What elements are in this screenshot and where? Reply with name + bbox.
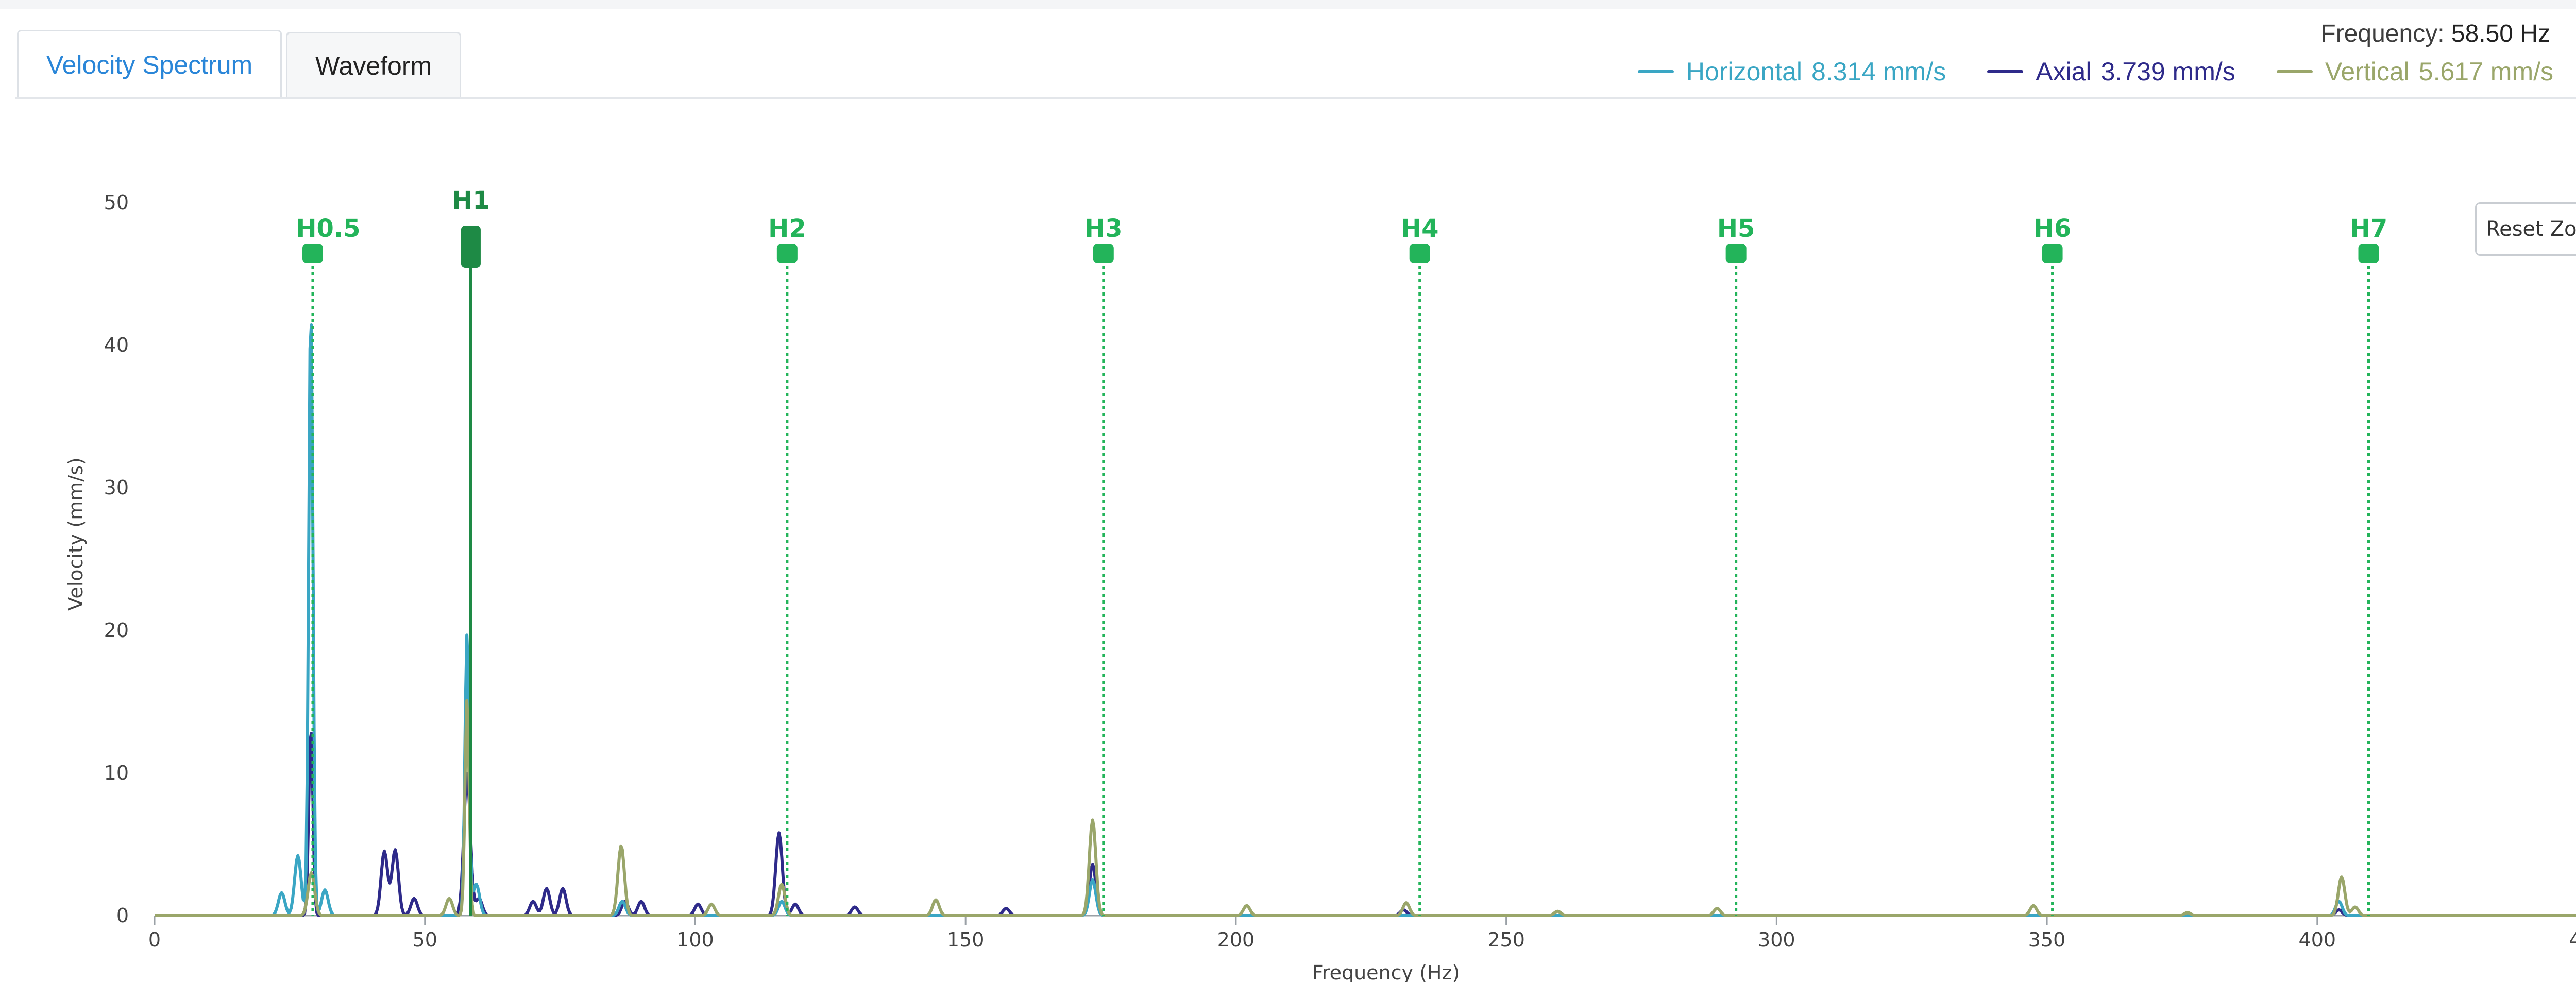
- harmonic-marker-h4[interactable]: H4: [1401, 214, 1439, 916]
- legend-series-name: Horizontal: [1686, 57, 1802, 86]
- harmonic-label: H1: [452, 186, 490, 215]
- legend-swatch: [2276, 70, 2313, 73]
- frequency-value: 58.50 Hz: [2451, 20, 2550, 47]
- y-tick-label: 30: [104, 476, 129, 499]
- legend-item-axial[interactable]: Axial 3.739 mm/s: [1987, 57, 2235, 87]
- legend-series-value: 8.314 mm/s: [1811, 57, 1946, 86]
- harmonic-label: H3: [1084, 214, 1123, 243]
- harmonic-marker-h1[interactable]: H1: [452, 186, 490, 916]
- y-tick-label: 40: [104, 334, 129, 356]
- x-tick-label: 200: [1217, 928, 1255, 951]
- x-tick-label: 400: [2299, 928, 2336, 951]
- y-tick-label: 20: [104, 619, 129, 642]
- x-tick-label: 300: [1758, 928, 1795, 951]
- tab-bar: Velocity Spectrum Waveform: [17, 30, 465, 98]
- harmonic-handle: [302, 244, 323, 263]
- harmonic-marker-h3[interactable]: H3: [1084, 214, 1123, 916]
- harmonic-label: H4: [1401, 214, 1439, 243]
- legend-swatch: [1987, 70, 2024, 73]
- tab-divider: [15, 97, 2576, 99]
- series-layer: [154, 323, 2576, 917]
- harmonic-handle: [1409, 244, 1430, 263]
- y-axis-label: Velocity (mm/s): [64, 457, 87, 610]
- legend-item-vertical[interactable]: Vertical 5.617 mm/s: [2276, 57, 2553, 87]
- y-tick-label: 10: [104, 762, 129, 784]
- chart-axes: 0 50 100 150 200 250 300 350 400 450 0 10 20 30 40 50: [104, 191, 2576, 951]
- tab-waveform[interactable]: Waveform: [286, 32, 462, 98]
- harmonic-markers: H0.5 H1 H2 H3 H4 H5 H6 H7: [296, 186, 2387, 916]
- legend-series-name: Vertical: [2325, 57, 2410, 86]
- harmonic-label: H5: [1717, 214, 1755, 243]
- harmonic-handle: [1725, 244, 1747, 263]
- x-axis-label: Frequency (Hz): [1312, 961, 1460, 982]
- chart-panel: [0, 9, 2576, 982]
- harmonic-label: H2: [768, 214, 806, 243]
- legend-series-value: 5.617 mm/s: [2418, 57, 2553, 86]
- legend-series-name: Axial: [2036, 57, 2092, 86]
- series-vertical-line: [154, 699, 2576, 917]
- frequency-readout: Frequency: 58.50 Hz: [2320, 20, 2550, 48]
- y-tick-label: 0: [116, 904, 129, 927]
- series-axial-line: [154, 732, 2576, 917]
- harmonic-label: H7: [2350, 214, 2388, 243]
- x-tick-label: 0: [148, 928, 161, 951]
- harmonic-marker-h5[interactable]: H5: [1717, 214, 1755, 916]
- harmonic-label: H6: [2033, 214, 2072, 243]
- series-horizontal-line: [154, 323, 2576, 917]
- chart-legend: Horizontal 8.314 mm/s Axial 3.739 mm/s V…: [1597, 57, 2553, 87]
- harmonic-marker-h0-5[interactable]: H0.5: [296, 214, 361, 916]
- legend-item-horizontal[interactable]: Horizontal 8.314 mm/s: [1637, 57, 1946, 87]
- harmonic-handle: [2358, 244, 2379, 263]
- x-tick-label: 350: [2028, 928, 2066, 951]
- harmonic-label: H0.5: [296, 214, 360, 243]
- legend-series-value: 3.739 mm/s: [2100, 57, 2235, 86]
- harmonic-handle: [776, 244, 798, 263]
- harmonic-marker-h2[interactable]: H2: [768, 214, 806, 916]
- harmonic-handle: [1093, 244, 1114, 263]
- harmonic-marker-h6[interactable]: H6: [2033, 214, 2072, 916]
- harmonic-handle: [2042, 244, 2063, 263]
- tab-velocity-spectrum[interactable]: Velocity Spectrum: [17, 30, 282, 98]
- harmonic-marker-h7[interactable]: H7: [2350, 214, 2388, 916]
- x-tick-label: 150: [947, 928, 985, 951]
- x-tick-label: 250: [1487, 928, 1525, 951]
- x-tick-label: 450: [2569, 928, 2576, 951]
- x-tick-label: 100: [676, 928, 714, 951]
- reset-zoom-button[interactable]: Reset Zoom: [2475, 202, 2576, 256]
- y-tick-label: 50: [104, 191, 129, 214]
- x-tick-label: 50: [413, 928, 437, 951]
- frequency-label: Frequency:: [2320, 20, 2445, 47]
- legend-swatch: [1637, 70, 1674, 73]
- harmonic-handle: [461, 226, 481, 268]
